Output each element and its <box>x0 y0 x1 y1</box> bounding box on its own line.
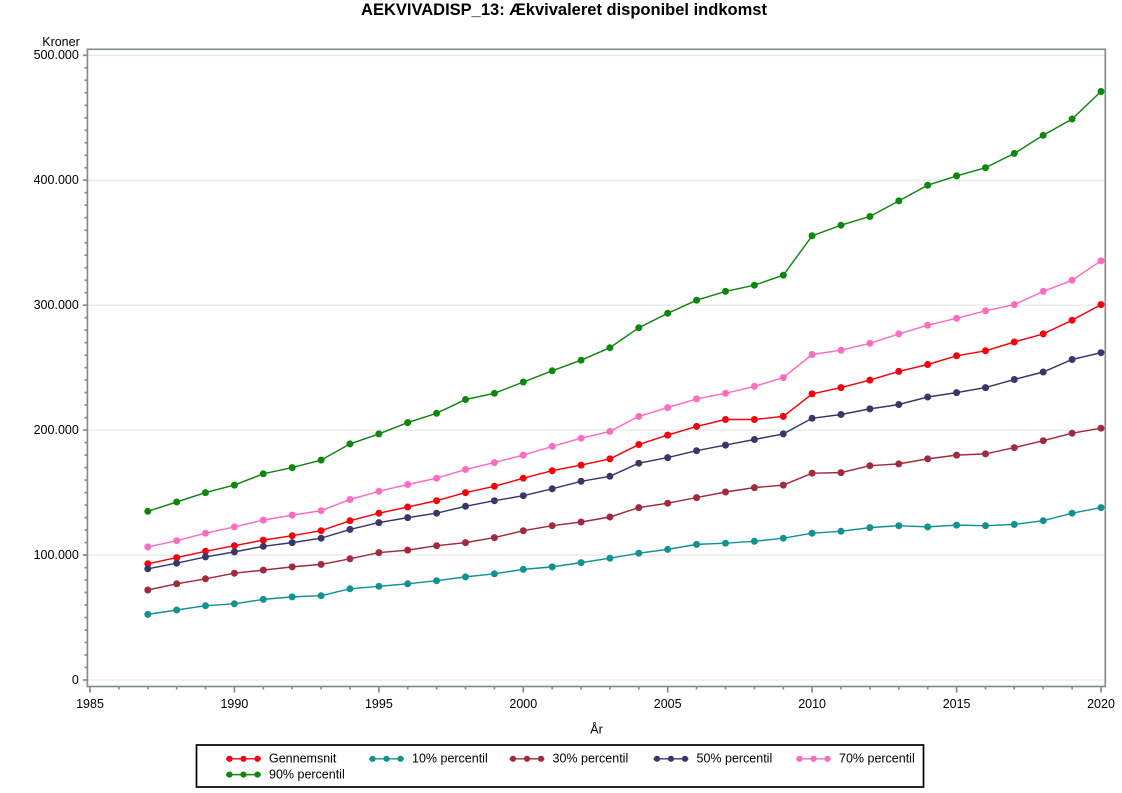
svg-text:100.000: 100.000 <box>34 548 79 562</box>
svg-text:1985: 1985 <box>76 697 104 711</box>
svg-text:2015: 2015 <box>943 697 971 711</box>
svg-text:Kroner: Kroner <box>42 35 80 49</box>
svg-text:2000: 2000 <box>509 697 537 711</box>
svg-text:År: År <box>590 722 603 737</box>
svg-text:AEKVIVADISP_13: Ækvivaleret di: AEKVIVADISP_13: Ækvivaleret disponibel i… <box>361 1 767 19</box>
svg-text:0: 0 <box>72 673 79 687</box>
svg-text:300.000: 300.000 <box>34 298 79 312</box>
svg-text:70% percentil: 70% percentil <box>839 752 915 766</box>
svg-text:Gennemsnit: Gennemsnit <box>269 752 337 766</box>
svg-text:500.000: 500.000 <box>34 48 79 62</box>
svg-text:400.000: 400.000 <box>34 173 79 187</box>
svg-text:10% percentil: 10% percentil <box>412 752 488 766</box>
svg-text:1990: 1990 <box>220 697 248 711</box>
svg-text:50% percentil: 50% percentil <box>697 752 773 766</box>
svg-text:2020: 2020 <box>1087 697 1115 711</box>
svg-text:2005: 2005 <box>654 697 682 711</box>
svg-text:1995: 1995 <box>365 697 393 711</box>
svg-text:200.000: 200.000 <box>34 423 79 437</box>
svg-text:90% percentil: 90% percentil <box>269 768 345 782</box>
svg-text:2010: 2010 <box>798 697 826 711</box>
svg-text:30% percentil: 30% percentil <box>553 752 629 766</box>
